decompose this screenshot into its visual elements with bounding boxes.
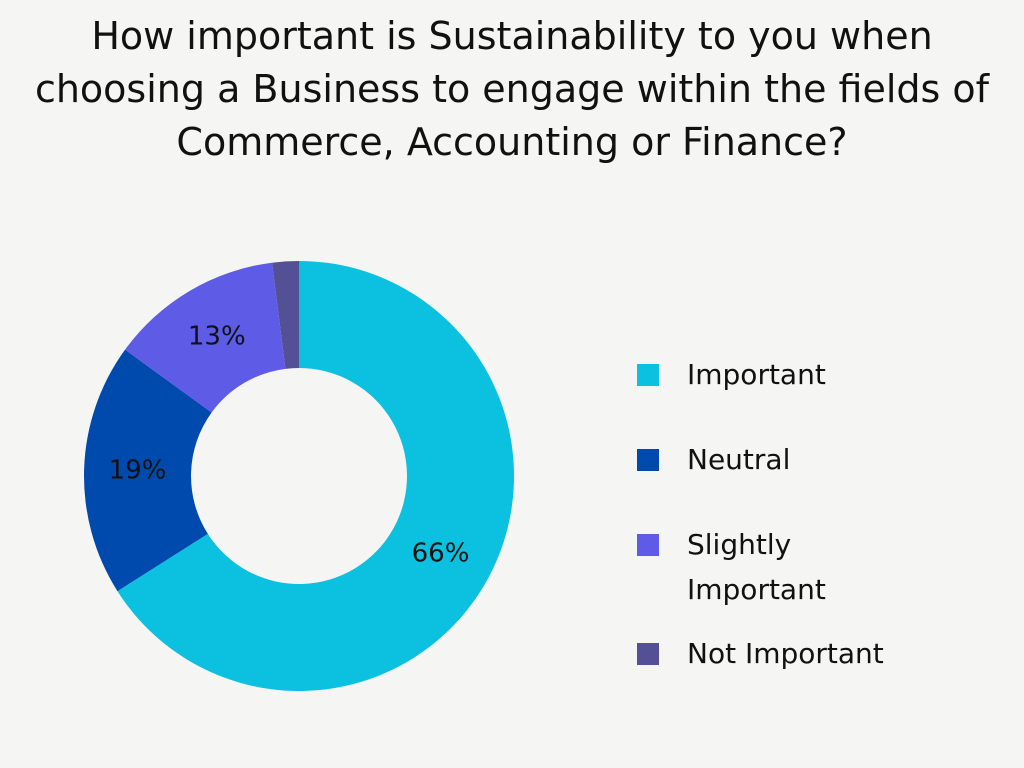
chart-title: How important is Sustainability to you w… bbox=[34, 14, 990, 164]
value-label: 66% bbox=[412, 538, 470, 568]
donut-slice bbox=[117, 261, 515, 692]
donut-slice bbox=[272, 261, 299, 369]
legend-swatch bbox=[637, 364, 659, 386]
legend-item: Slightly Important bbox=[637, 528, 907, 612]
legend-label: Slightly Important bbox=[687, 528, 826, 606]
donut-slice bbox=[125, 262, 286, 413]
legend-swatch bbox=[637, 534, 659, 556]
value-label: 19% bbox=[109, 455, 167, 485]
donut-slice bbox=[83, 349, 212, 592]
chart-title-box: How important is Sustainability to you w… bbox=[0, 10, 1024, 169]
legend-label: Not Important bbox=[687, 637, 884, 670]
legend-item: Important bbox=[637, 358, 826, 397]
legend-item: Not Important bbox=[637, 637, 884, 676]
legend-swatch bbox=[637, 449, 659, 471]
legend-label: Neutral bbox=[687, 443, 791, 476]
legend-swatch bbox=[637, 643, 659, 665]
legend-item: Neutral bbox=[637, 443, 790, 482]
value-label: 13% bbox=[188, 321, 246, 351]
legend-label: Important bbox=[687, 358, 826, 391]
